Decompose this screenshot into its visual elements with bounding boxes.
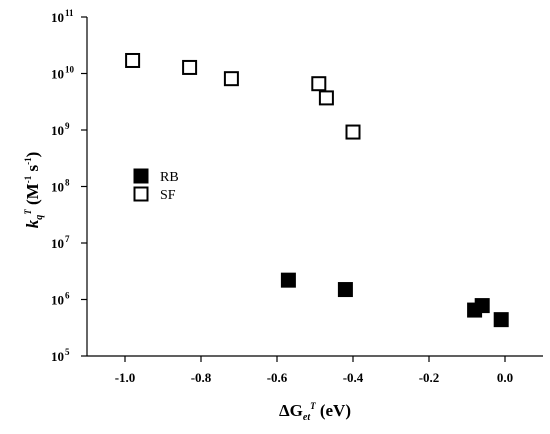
y-tick-exponent: 5 [65, 347, 70, 357]
data-point-sf [182, 59, 198, 75]
y-tick-label: 10 [51, 67, 64, 82]
data-point-sf [311, 76, 327, 92]
data-point-sf [223, 71, 239, 87]
y-tick-exponent: 9 [65, 121, 70, 131]
y-tick-label: 10 [51, 236, 64, 251]
y-tick-label: 10 [51, 349, 64, 364]
data-point-sf [345, 124, 361, 140]
y-tick-label: 10 [51, 180, 64, 195]
y-axis-title: kqT (M-1 s-1) [23, 152, 45, 229]
x-tick-label: -0.4 [343, 370, 364, 385]
data-point-sf [125, 52, 141, 68]
y-tick-exponent: 10 [65, 65, 75, 75]
x-tick-label: -1.0 [115, 370, 136, 385]
y-tick-label: 10 [51, 123, 64, 138]
y-tick-exponent: 7 [65, 234, 70, 244]
x-tick-label: -0.8 [191, 370, 212, 385]
y-tick-exponent: 6 [65, 291, 70, 301]
data-point-rb [337, 282, 353, 298]
data-point-rb [474, 298, 490, 314]
data-points [125, 52, 509, 328]
y-tick-label: 10 [51, 10, 64, 25]
x-tick-label: -0.2 [419, 370, 440, 385]
legend-label-sf: SF [160, 188, 176, 203]
x-axis-title: ΔGetT (eV) [279, 401, 351, 423]
y-tick-exponent: 8 [65, 178, 70, 188]
x-tick-label: -0.6 [267, 370, 288, 385]
legend: RB SF [133, 168, 179, 203]
data-point-rb [493, 312, 509, 328]
x-tick-label: 0.0 [497, 370, 513, 385]
y-tick-label: 10 [51, 293, 64, 308]
data-point-rb [280, 272, 296, 288]
data-point-sf [318, 90, 334, 106]
legend-marker-rb [133, 168, 149, 184]
legend-label-rb: RB [160, 170, 179, 185]
legend-marker-sf [133, 186, 149, 202]
y-tick-exponent: 11 [65, 8, 74, 18]
